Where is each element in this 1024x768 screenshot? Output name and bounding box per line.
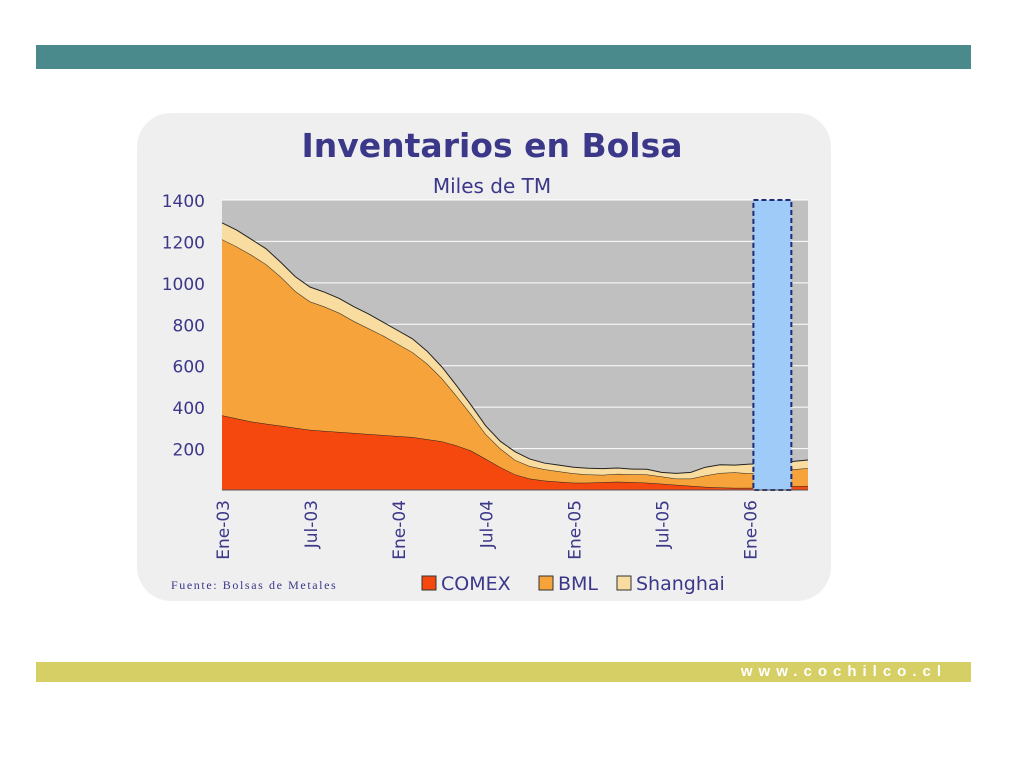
chart-title: Inventarios en Bolsa [302,126,683,165]
legend-label: Shanghai [636,573,725,595]
legend-swatch [538,575,554,591]
x-tick-label: Ene-05 [566,500,586,560]
y-tick-label: 600 [173,358,205,378]
area-bml [222,239,808,488]
y-tick-label: 1400 [162,192,205,212]
y-tick-label: 1000 [162,275,205,295]
website-url: www.cochilco.cl [740,663,947,680]
area-comex [222,415,808,490]
y-tick-label: 400 [173,399,205,419]
x-tick-label: Jul-04 [478,500,498,549]
x-tick-label: Ene-06 [741,500,761,560]
y-tick-label: 200 [173,441,205,461]
line-shanghai [221,222,809,474]
highlight-box [752,199,793,491]
bottom-bar: www.cochilco.cl [36,662,971,682]
top-bar [36,45,971,69]
source-note: Fuente: Bolsas de Metales [171,578,337,592]
legend-swatch [616,575,632,591]
legend-swatch [421,575,437,591]
x-tick-label: Jul-05 [654,500,674,549]
x-tick-label: Ene-03 [214,500,234,560]
y-tick-label: 1200 [162,233,205,253]
chart-subtitle: Miles de TM [433,174,551,198]
x-tick-label: Ene-04 [390,500,410,560]
y-tick-label: 800 [173,316,205,336]
legend: COMEX BML Shanghai [421,573,725,595]
legend-label: BML [558,573,598,595]
legend-label: COMEX [441,573,511,595]
x-tick-label: Jul-03 [302,500,322,549]
